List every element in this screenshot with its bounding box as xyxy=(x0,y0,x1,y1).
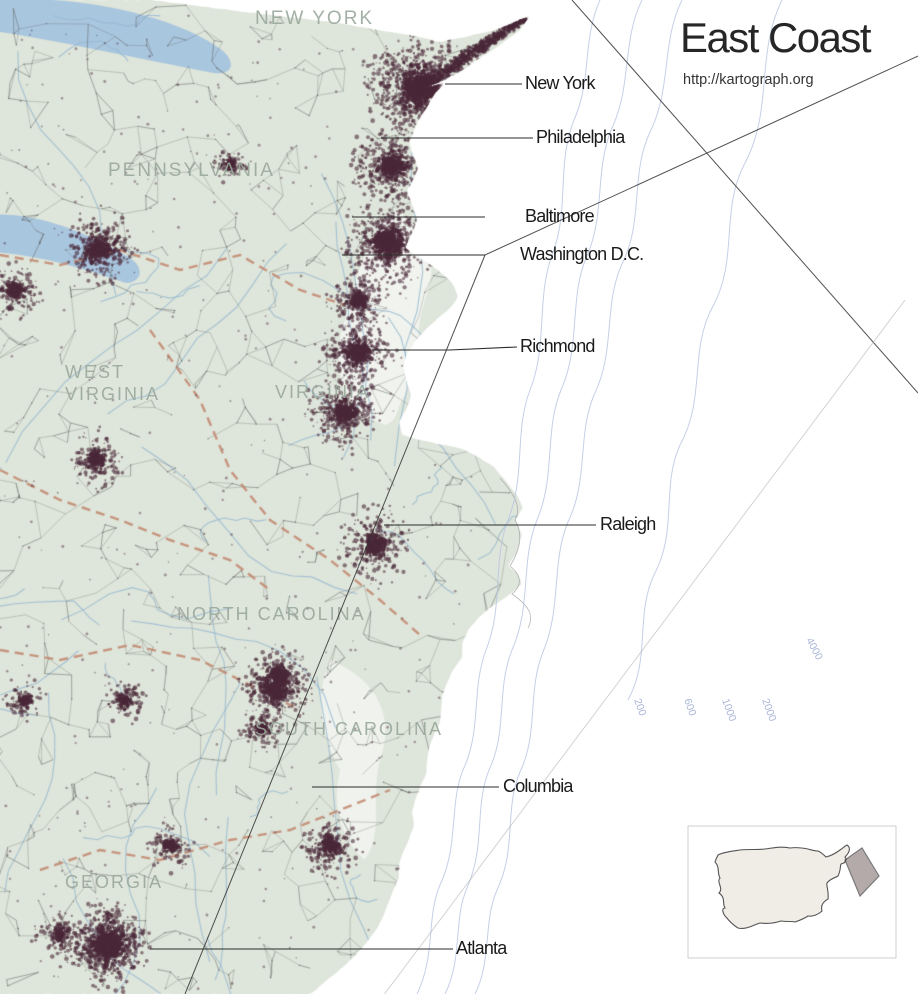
svg-text:1000: 1000 xyxy=(719,697,738,723)
svg-text:Washington D.C.: Washington D.C. xyxy=(520,244,643,264)
svg-text:VIRGINIA: VIRGINIA xyxy=(65,384,160,404)
svg-text:New York: New York xyxy=(525,73,596,93)
svg-text:NORTH CAROLINA: NORTH CAROLINA xyxy=(177,604,366,624)
svg-text:Philadelphia: Philadelphia xyxy=(536,127,626,147)
svg-text:Atlanta: Atlanta xyxy=(456,938,508,958)
svg-text:4000: 4000 xyxy=(803,636,825,662)
svg-text:Columbia: Columbia xyxy=(503,776,574,796)
svg-text:GEORGIA: GEORGIA xyxy=(65,872,163,892)
svg-text:SOUTH CAROLINA: SOUTH CAROLINA xyxy=(255,719,443,739)
svg-text:PENNSYLVANIA: PENNSYLVANIA xyxy=(108,160,275,181)
svg-text:East Coast: East Coast xyxy=(680,14,872,61)
svg-text:VIRGINIA: VIRGINIA xyxy=(275,382,370,402)
svg-text:WEST: WEST xyxy=(65,362,125,382)
svg-text:Baltimore: Baltimore xyxy=(525,206,595,226)
svg-text:2000: 2000 xyxy=(759,697,778,723)
svg-text:NEW YORK: NEW YORK xyxy=(255,8,374,29)
svg-text:200: 200 xyxy=(631,697,648,718)
svg-text:Richmond: Richmond xyxy=(520,336,595,356)
svg-text:http://kartograph.org: http://kartograph.org xyxy=(683,72,814,88)
svg-text:600: 600 xyxy=(681,697,698,718)
svg-text:Raleigh: Raleigh xyxy=(600,514,655,534)
